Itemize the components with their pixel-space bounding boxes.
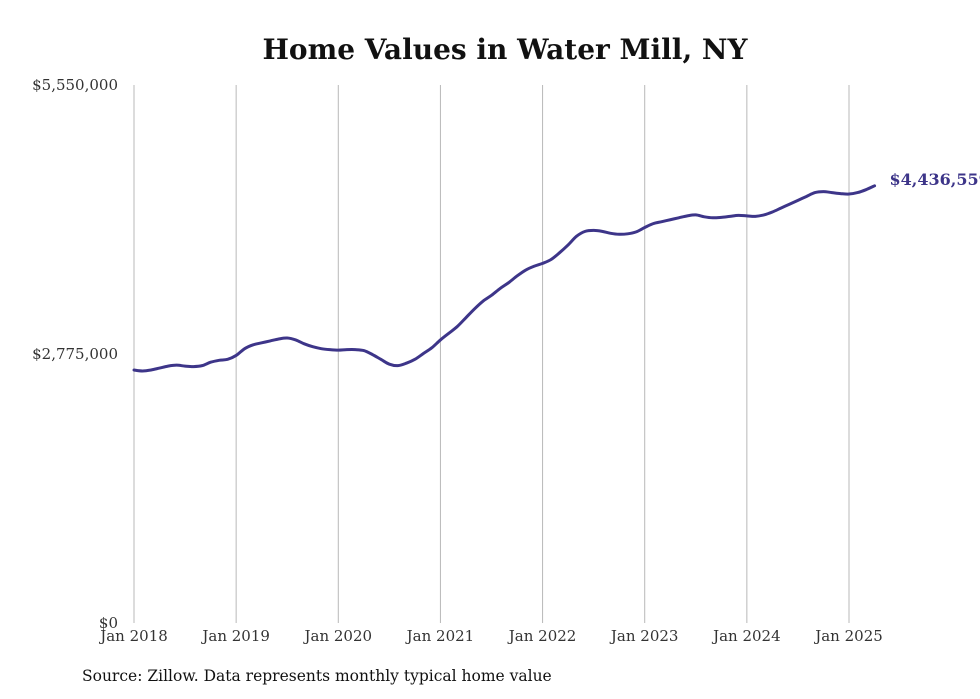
- x-tick-label: Jan 2019: [200, 627, 270, 645]
- y-axis-ticks: $0 $2,775,000 $5,550,000: [32, 76, 118, 632]
- home-value-line: [132, 184, 877, 373]
- source-note: Source: Zillow. Data represents monthly …: [82, 667, 552, 685]
- x-tick-label: Jan 2018: [98, 627, 168, 645]
- x-axis-ticks: Jan 2018 Jan 2019 Jan 2020 Jan 2021 Jan 2022…: [98, 627, 883, 645]
- x-tick-label: Jan 2021: [405, 627, 475, 645]
- x-tick-label: Jan 2022: [507, 627, 577, 645]
- y-tick-label: $5,550,000: [32, 76, 118, 94]
- chart-title: Home Values in Water Mill, NY: [262, 33, 748, 66]
- gridlines: [133, 85, 850, 623]
- x-tick-label: Jan 2020: [303, 627, 373, 645]
- latest-value-label: $4,436,559: [890, 170, 980, 189]
- y-tick-label: $0: [99, 614, 118, 632]
- x-tick-label: Jan 2023: [609, 627, 679, 645]
- x-tick-label: Jan 2024: [711, 627, 781, 645]
- x-tick-label: Jan 2025: [813, 627, 883, 645]
- y-tick-label: $2,775,000: [32, 345, 118, 363]
